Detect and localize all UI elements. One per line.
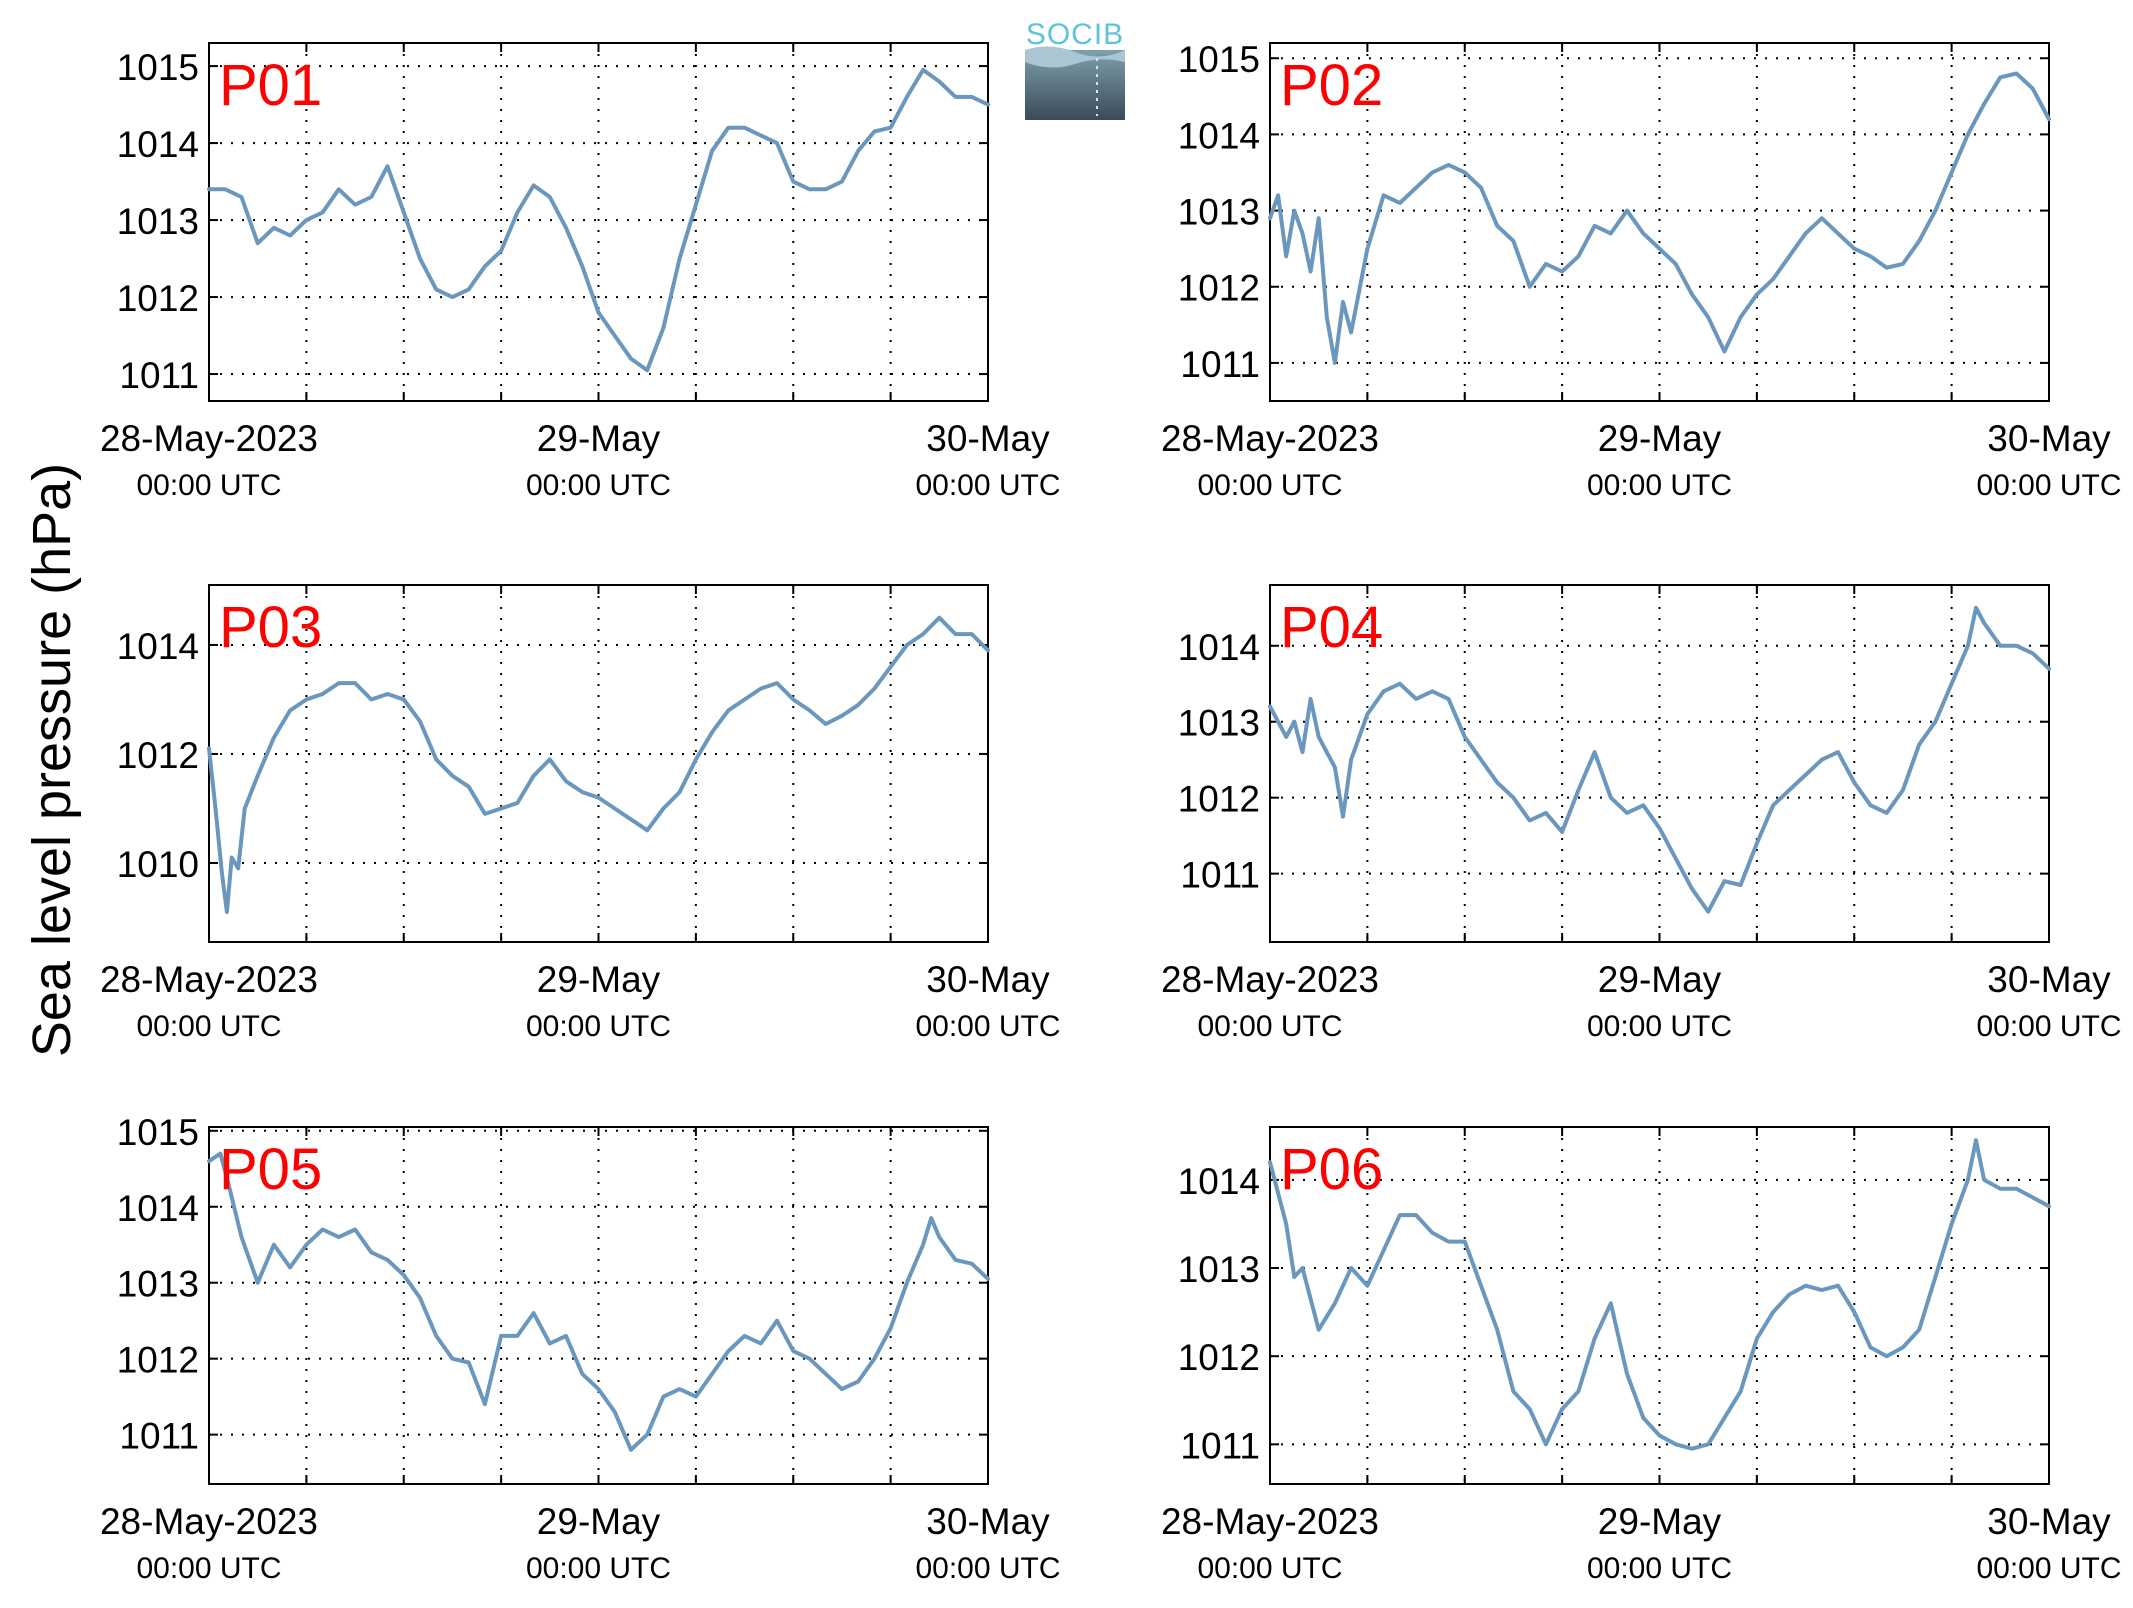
x-tick-sublabel: 00:00 UTC [915,1010,1060,1043]
x-tick-label: 30-May [926,959,1050,1000]
x-tick-sublabel: 00:00 UTC [136,1552,281,1585]
axes-frame [208,42,989,402]
y-tick-label: 1012 [1178,779,1260,820]
y-tick-label: 1014 [117,626,199,667]
x-tick-sublabel: 00:00 UTC [1587,1010,1732,1043]
y-tick-label: 1015 [117,1112,199,1153]
y-tick-label: 1012 [117,1340,199,1381]
y-axis-label: Sea level pressure (hPa) [22,463,82,1057]
x-tick-sublabel: 00:00 UTC [1197,469,1342,502]
y-tick-label: 1013 [1178,703,1260,744]
y-tick-label: 1011 [1180,344,1260,385]
x-tick-label: 30-May [926,418,1050,459]
y-tick-label: 1011 [119,355,199,396]
panel-p01: 1011 1012 1013 1014 1015 28-May-2023 00:00 UTC… [100,42,1061,502]
axes-frame [208,584,989,943]
y-tick-label: 1012 [117,735,199,776]
panel-p03: 1010 1012 1014 28-May-2023 00:00 UTC 29-May 00… [100,584,1061,1043]
axes-frame [1269,1126,2050,1485]
panel-p05: 1011 1012 1013 1014 1015 28-May-2023 00:00 UTC… [100,1112,1061,1585]
y-tick-label: 1013 [1178,1249,1260,1290]
panel-p04: 1011 1012 1013 1014 28-May-2023 00:00 UTC 29-M… [1161,584,2122,1043]
y-tick-label: 1010 [117,844,199,885]
x-tick-sublabel: 00:00 UTC [1976,1010,2121,1043]
socib-logo-text: SOCIB [1025,18,1125,51]
x-tick-label: 30-May [926,1501,1050,1542]
x-tick-sublabel: 00:00 UTC [1197,1010,1342,1043]
panel-p06: 1011 1012 1013 1014 28-May-2023 00:00 UTC 29-M… [1161,1126,2122,1585]
socib-logo-mark [1025,46,1125,120]
socib-logo: SOCIB [1025,18,1125,120]
station-label: P03 [219,595,322,660]
y-tick-label: 1013 [117,1264,199,1305]
x-tick-sublabel: 00:00 UTC [526,1010,671,1043]
station-label: P02 [1280,53,1383,118]
station-label: P06 [1280,1137,1383,1202]
x-tick-label: 30-May [1987,959,2111,1000]
x-tick-sublabel: 00:00 UTC [1587,469,1732,502]
x-tick-sublabel: 00:00 UTC [136,1010,281,1043]
series-line-p05 [207,1151,990,1452]
y-tick-label: 1011 [1180,855,1260,896]
x-tick-sublabel: 00:00 UTC [1976,469,2121,502]
y-tick-label: 1014 [1178,115,1260,156]
x-tick-sublabel: 00:00 UTC [915,469,1060,502]
station-label: P05 [219,1137,322,1202]
y-tick-label: 1012 [117,278,199,319]
x-tick-label: 28-May-2023 [1161,1501,1379,1542]
y-tick-label: 1012 [1178,1337,1260,1378]
y-tick-label: 1013 [1178,192,1260,233]
x-tick-sublabel: 00:00 UTC [136,469,281,502]
x-tick-label: 29-May [1598,1501,1722,1542]
x-tick-label: 30-May [1987,418,2111,459]
x-tick-sublabel: 00:00 UTC [526,1552,671,1585]
series-line-p01 [207,67,990,373]
y-tick-label: 1014 [117,124,199,165]
x-tick-sublabel: 00:00 UTC [915,1552,1060,1585]
x-tick-sublabel: 00:00 UTC [1197,1552,1342,1585]
axes-frame [1269,584,2050,943]
panels: 1011 1012 1013 1014 1015 28-May-2023 00:00 UTC… [100,39,2122,1585]
series-line-p02 [1268,71,2051,365]
y-tick-label: 1011 [1180,1425,1260,1466]
x-tick-label: 28-May-2023 [100,959,318,1000]
axes-frame [208,1126,989,1485]
x-tick-label: 29-May [537,959,661,1000]
x-tick-sublabel: 00:00 UTC [1587,1552,1732,1585]
x-tick-label: 29-May [537,1501,661,1542]
series-line-p03 [207,615,990,914]
x-tick-label: 28-May-2023 [100,1501,318,1542]
y-tick-label: 1015 [1178,39,1260,80]
series-line-p06 [1268,1138,2051,1451]
station-label: P01 [219,53,322,118]
x-tick-label: 29-May [1598,418,1722,459]
series-line-p04 [1268,605,2051,914]
x-tick-label: 28-May-2023 [1161,418,1379,459]
axes-frame [1269,42,2050,402]
x-tick-label: 29-May [1598,959,1722,1000]
y-tick-label: 1014 [1178,627,1260,668]
y-tick-label: 1014 [117,1188,199,1229]
x-tick-label: 30-May [1987,1501,2111,1542]
panel-p02: 1011 1012 1013 1014 1015 28-May-2023 00:00 UTC… [1161,39,2122,502]
x-tick-label: 28-May-2023 [100,418,318,459]
x-tick-label: 28-May-2023 [1161,959,1379,1000]
y-tick-label: 1011 [119,1416,199,1457]
x-tick-sublabel: 00:00 UTC [1976,1552,2121,1585]
y-tick-label: 1015 [117,47,199,88]
x-tick-label: 29-May [537,418,661,459]
y-tick-label: 1012 [1178,268,1260,309]
y-tick-label: 1013 [117,201,199,242]
x-tick-sublabel: 00:00 UTC [526,469,671,502]
station-label: P04 [1280,595,1383,660]
y-tick-label: 1014 [1178,1161,1260,1202]
